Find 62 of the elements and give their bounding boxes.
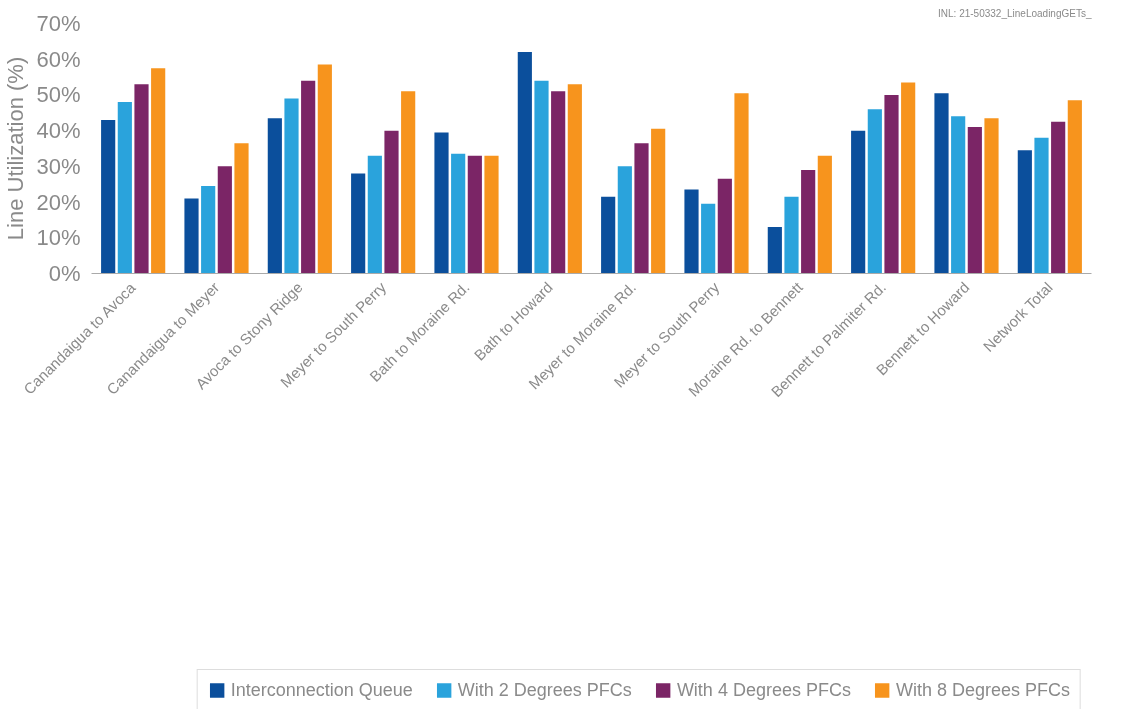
bar <box>401 91 416 274</box>
bar <box>801 169 816 274</box>
bar <box>934 93 949 274</box>
legend-label: With 2 Degrees PFCs <box>457 679 632 701</box>
bar <box>901 82 916 274</box>
y-tick-label: 70% <box>36 11 81 36</box>
bar <box>151 68 166 274</box>
bar <box>234 143 249 274</box>
bar <box>984 118 999 274</box>
bar <box>734 93 749 274</box>
bar <box>784 196 799 274</box>
bar <box>617 166 632 274</box>
text: INL: 21-50332_LineLoadingGETs_ <box>938 7 1092 19</box>
bar <box>117 102 132 274</box>
bar <box>184 198 199 274</box>
bar <box>567 84 582 274</box>
bar <box>484 155 499 274</box>
bar <box>884 94 899 274</box>
bar <box>684 189 699 274</box>
bar <box>217 166 232 274</box>
bar <box>851 130 866 274</box>
bar <box>767 227 782 274</box>
bar <box>301 80 316 274</box>
bar <box>451 153 466 274</box>
bar <box>951 116 966 274</box>
legend-label: With 8 Degrees PFCs <box>895 679 1070 701</box>
bar <box>867 109 882 274</box>
legend-label: With 4 Degrees PFCs <box>676 679 851 701</box>
bar <box>634 143 649 274</box>
bar <box>351 173 366 274</box>
bar <box>434 132 449 274</box>
y-tick-label: 40% <box>36 118 81 144</box>
bar <box>367 155 382 274</box>
y-axis-title: Line Utilization (%) <box>3 56 29 241</box>
bar <box>551 91 566 274</box>
y-tick-label: 60% <box>36 46 81 72</box>
bar <box>1067 100 1082 274</box>
bar <box>1017 150 1032 274</box>
bar <box>534 80 549 274</box>
y-tick-label: 50% <box>36 82 81 108</box>
y-tick-label: 30% <box>36 153 81 179</box>
bar <box>267 118 282 274</box>
bar <box>817 155 832 274</box>
bar <box>1034 137 1049 274</box>
bar <box>601 196 616 274</box>
bar <box>101 119 116 274</box>
bar <box>317 64 332 274</box>
bar <box>1051 121 1066 274</box>
bar <box>967 127 982 274</box>
bar <box>651 128 666 274</box>
bar <box>284 98 299 274</box>
bar <box>384 130 399 274</box>
legend-label: Interconnection Queue <box>230 679 413 701</box>
y-tick-label: 10% <box>36 225 81 251</box>
bar <box>517 52 532 274</box>
bar <box>134 84 149 274</box>
bar <box>201 186 216 274</box>
y-tick-label: 0% <box>48 261 81 286</box>
bar <box>717 178 732 274</box>
bar <box>467 155 482 274</box>
y-tick-label: 20% <box>36 189 81 215</box>
bar <box>701 203 716 274</box>
